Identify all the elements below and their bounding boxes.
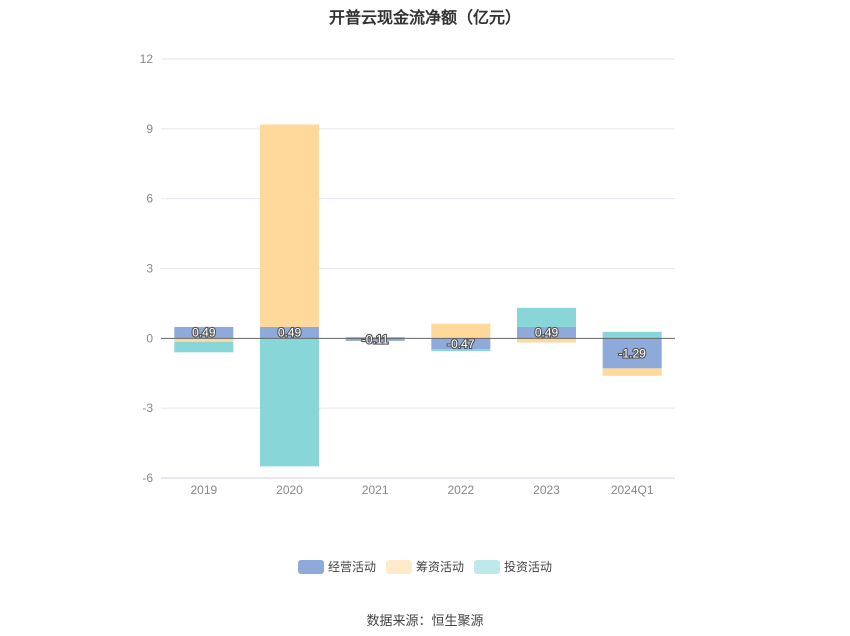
bar-投资活动 <box>517 307 576 327</box>
bar-筹资活动 <box>602 368 662 376</box>
x-tick-label: 2022 <box>447 483 474 497</box>
bar-筹资活动 <box>174 338 234 342</box>
legend-swatch <box>298 560 324 574</box>
bar-投资活动 <box>431 349 491 352</box>
bar-经营活动 <box>345 338 405 341</box>
y-tick-label: 6 <box>146 192 153 206</box>
y-tick-label: -6 <box>142 471 153 485</box>
x-tick-label: 2024Q1 <box>611 483 654 497</box>
chart-title: 开普云现金流净额（亿元） <box>328 10 521 27</box>
bar-筹资活动 <box>260 124 319 327</box>
data-label: -1.29 <box>618 346 646 360</box>
x-tick-label: 2021 <box>362 483 389 497</box>
bar-经营活动 <box>431 338 491 350</box>
y-tick-label: 12 <box>140 52 154 66</box>
bar-经营活动 <box>517 326 576 339</box>
bar-经营活动 <box>260 326 319 339</box>
legend-label: 筹资活动 <box>416 560 464 574</box>
legend-swatch <box>386 560 412 574</box>
data-label: -0.11 <box>362 333 389 347</box>
data-label: 0.49 <box>278 326 302 340</box>
y-tick-label: 9 <box>146 122 153 136</box>
x-tick-label: 2019 <box>190 483 217 497</box>
y-tick-label: 0 <box>146 331 153 345</box>
legend-label: 经营活动 <box>328 560 376 574</box>
x-tick-label: 2023 <box>533 483 560 497</box>
bar-投资活动 <box>602 331 662 339</box>
bar-筹资活动 <box>431 323 491 339</box>
data-label: 0.49 <box>192 326 216 340</box>
legend-label: 投资活动 <box>504 559 552 574</box>
bar-筹资活动 <box>517 338 576 343</box>
data-label: 0.49 <box>535 326 559 340</box>
data-source: 数据来源：恒生聚源 <box>366 613 484 628</box>
bar-投资活动 <box>260 338 319 467</box>
data-label: -0.47 <box>447 337 475 351</box>
chart-svg: 12 9 6 3 0 -3 -6 2019 2020 2021 2022 2023 2024Q1 0.49… <box>140 52 675 574</box>
bar-投资活动 <box>174 341 234 353</box>
x-tick-label: 2020 <box>276 483 303 497</box>
y-tick-label: 3 <box>146 262 153 276</box>
bar-投资活动 <box>345 336 405 339</box>
bar-经营活动 <box>602 338 662 369</box>
y-tick-label: -3 <box>142 401 153 415</box>
legend-swatch <box>474 560 500 574</box>
bar-经营活动 <box>174 326 234 339</box>
